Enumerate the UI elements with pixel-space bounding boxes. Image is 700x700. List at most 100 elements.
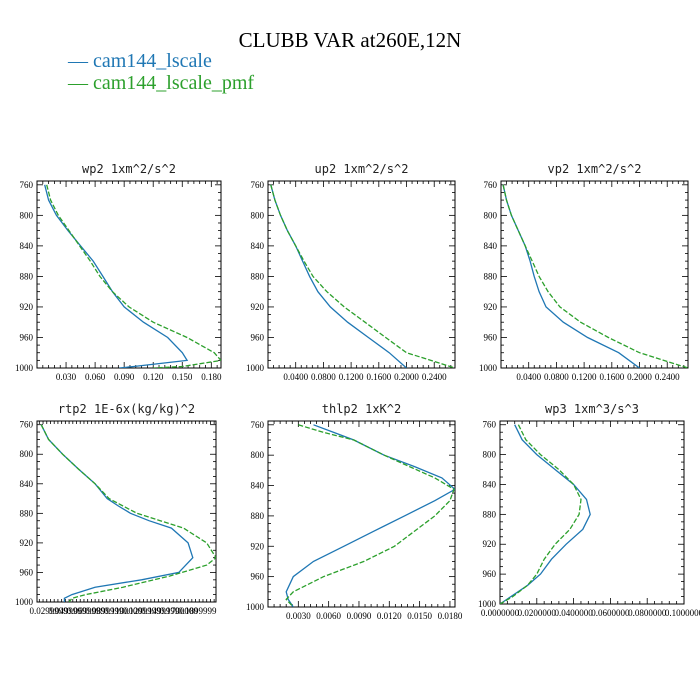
- y-tick-label: 760: [20, 420, 34, 430]
- x-tick-label: 0.1600: [599, 372, 624, 382]
- y-tick-label: 960: [483, 569, 497, 579]
- x-tick-label: 0.1499999: [141, 606, 180, 616]
- panel-title: wp3 1xm^3/s^3: [545, 402, 639, 416]
- panel-title: up2 1xm^2/s^2: [315, 162, 409, 176]
- x-tick-label: 0.0899999: [85, 606, 124, 616]
- x-tick-label: 0.0400000: [554, 608, 593, 618]
- x-tick-label: 0.2400: [422, 372, 447, 382]
- y-tick-label: 840: [20, 241, 34, 251]
- y-tick-label: 880: [484, 271, 498, 281]
- y-tick-label: 920: [483, 539, 497, 549]
- x-tick-label: 0.1200: [339, 372, 364, 382]
- x-tick-label: 0.150: [172, 372, 193, 382]
- plot-frame: [499, 420, 685, 605]
- x-tick-label: 0.0499999: [48, 606, 87, 616]
- series-line-lscale-pmf: [502, 184, 688, 368]
- x-tick-label: 0.2400: [655, 372, 680, 382]
- x-tick-label: 0.0120: [377, 611, 402, 621]
- x-tick-label: 0.0000000: [481, 608, 520, 618]
- series-line-lscale: [500, 424, 591, 604]
- legend-item-lscale-pmf: — cam144_lscale_pmf: [68, 72, 255, 94]
- panel-title: vp2 1xm^2/s^2: [548, 162, 642, 176]
- x-tick-label: 0.0800: [544, 372, 569, 382]
- series-line-lscale: [40, 424, 194, 602]
- x-tick-label: 0.120: [143, 372, 164, 382]
- x-tick-label: 0.1200: [572, 372, 597, 382]
- series-line-lscale: [270, 184, 407, 368]
- y-tick-label: 1000: [15, 363, 34, 373]
- y-tick-label: 840: [20, 479, 34, 489]
- x-tick-label: 0.2000: [627, 372, 652, 382]
- x-tick-label: 0.060: [85, 372, 106, 382]
- legend-item-lscale: — cam144_lscale: [68, 50, 212, 72]
- x-tick-label: 0.1100000: [104, 606, 142, 616]
- plot-frame: [267, 420, 456, 608]
- y-tick-label: 760: [20, 180, 34, 190]
- y-tick-label: 880: [20, 271, 34, 281]
- y-tick-label: 760: [484, 180, 498, 190]
- x-tick-label: 0.0060: [316, 611, 341, 621]
- y-tick-label: 880: [483, 509, 497, 519]
- y-tick-label: 920: [20, 302, 34, 312]
- x-tick-label: 0.090: [114, 372, 135, 382]
- figure-title: CLUBB VAR at260E,12N: [238, 28, 462, 52]
- y-tick-label: 880: [20, 508, 34, 518]
- y-tick-label: 760: [251, 420, 265, 430]
- x-tick-label: 0.0150: [407, 611, 432, 621]
- y-tick-label: 840: [251, 241, 265, 251]
- y-tick-label: 1000: [15, 597, 34, 607]
- y-tick-label: 1000: [246, 363, 265, 373]
- x-tick-label: 0.0400: [283, 372, 308, 382]
- x-tick-label: 0.1899999: [178, 606, 217, 616]
- x-tick-label: 0.1299999: [122, 606, 161, 616]
- y-tick-label: 920: [20, 538, 34, 548]
- x-tick-label: 0.1000000: [665, 608, 700, 618]
- y-tick-label: 1000: [479, 363, 498, 373]
- series-line-lscale: [502, 184, 640, 368]
- y-tick-label: 920: [251, 302, 265, 312]
- y-tick-label: 960: [251, 332, 265, 342]
- y-tick-label: 760: [483, 420, 497, 430]
- series-line-lscale-pmf: [270, 184, 455, 368]
- y-tick-label: 840: [484, 241, 498, 251]
- y-tick-label: 1000: [478, 599, 497, 609]
- legend-label-lscale-pmf: cam144_lscale_pmf: [93, 72, 255, 94]
- y-tick-label: 960: [251, 572, 265, 582]
- x-tick-label: 0.0600000: [591, 608, 630, 618]
- x-tick-label: 0.2000: [394, 372, 419, 382]
- y-tick-label: 920: [484, 302, 498, 312]
- y-tick-label: 960: [484, 332, 498, 342]
- plot-frame: [36, 180, 222, 369]
- panel-2: vp2 1xm^2/s^2 760 800 840 880 920 960 1000 0.040…: [479, 162, 689, 382]
- panel-0: wp2 1xm^2/s^2 760 800 840 880 920 960 1000 0.030…: [15, 162, 222, 382]
- x-tick-label: 0.0180: [438, 611, 463, 621]
- legend: — cam144_lscale — cam144_lscale_pmf: [68, 50, 254, 94]
- series-line-lscale-pmf: [46, 184, 221, 368]
- panel-4: thlp2 1xK^2 760 800 840 880 920 960 1000 0.0030 0…: [246, 402, 463, 621]
- x-tick-label: 0.1700000: [160, 606, 199, 616]
- series-line-lscale: [285, 424, 455, 607]
- y-tick-label: 840: [483, 479, 497, 489]
- y-tick-label: 840: [251, 481, 265, 491]
- x-tick-label: 0.1600: [366, 372, 391, 382]
- series-line-lscale-pmf: [500, 424, 582, 604]
- y-tick-label: 960: [20, 567, 34, 577]
- plot-frame: [500, 180, 689, 369]
- x-tick-label: 0.0200000: [518, 608, 557, 618]
- x-tick-label: 0.0030: [286, 611, 311, 621]
- series-line-lscale-pmf: [40, 424, 216, 602]
- panel-3: rtp2 1E-6x(kg/kg)^2 760 800 840 880 920 960 100…: [15, 402, 217, 616]
- x-tick-label: 0.0800: [311, 372, 336, 382]
- series-line-lscale: [44, 184, 189, 368]
- panel-5: wp3 1xm^3/s^3 760 800 840 880 920 960 10000.000…: [478, 402, 700, 618]
- x-tick-label: 0.0090: [347, 611, 372, 621]
- y-tick-label: 880: [251, 511, 265, 521]
- y-tick-label: 1000: [246, 602, 265, 612]
- series-line-lscale-pmf: [285, 424, 455, 607]
- panel-title: thlp2 1xK^2: [322, 402, 401, 416]
- plot-frame: [36, 420, 217, 603]
- y-tick-label: 800: [20, 449, 34, 459]
- x-tick-label: 0.180: [201, 372, 222, 382]
